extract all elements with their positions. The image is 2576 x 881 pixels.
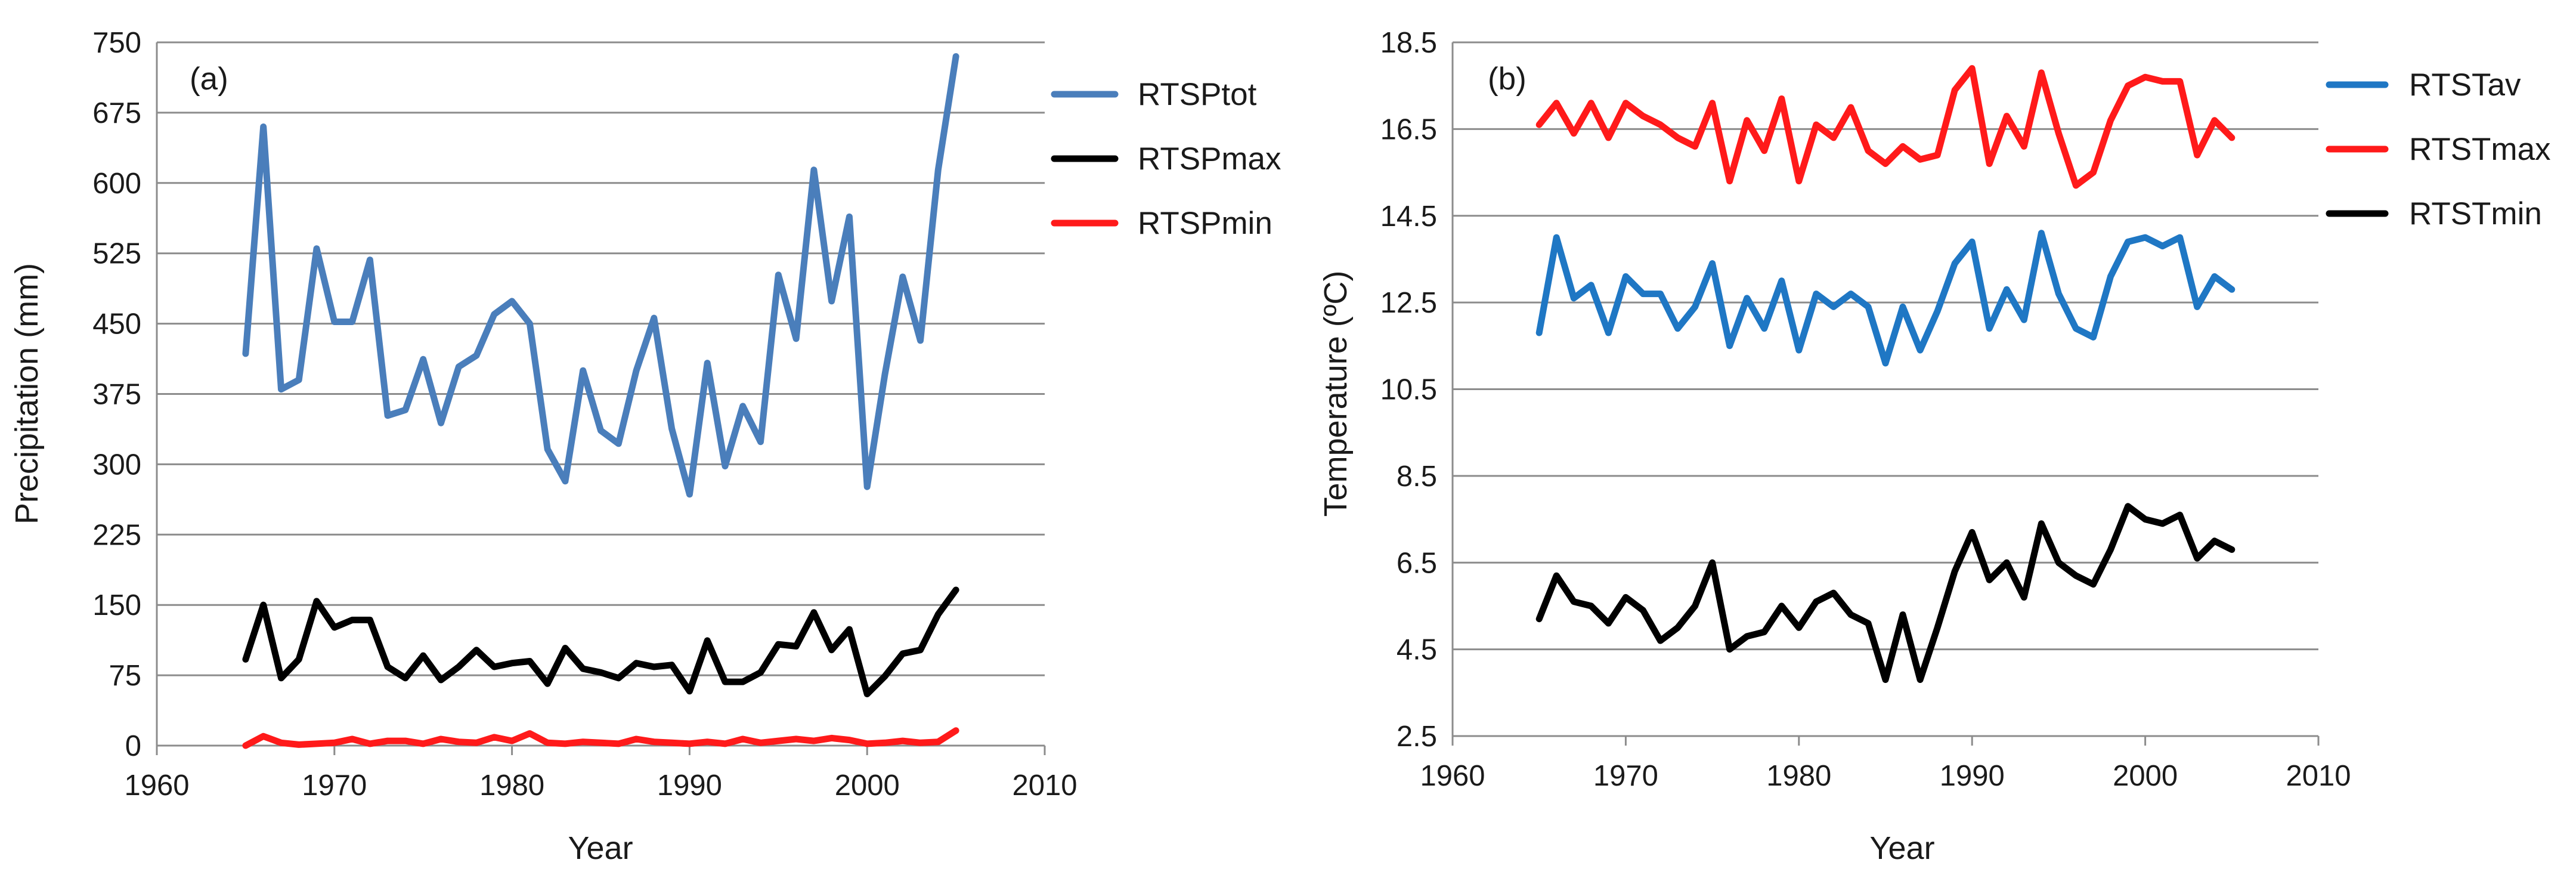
y-tick-label: 14.5 [1380, 200, 1437, 233]
y-tick-label: 675 [92, 97, 141, 129]
series-line-rtstmax [1535, 65, 2236, 189]
x-tick-label: 1980 [479, 769, 544, 802]
legend-label-rtstmin: RTSTmin [2409, 196, 2542, 231]
legend-label-rtsptot: RTSPtot [1138, 77, 1257, 112]
x-tick-label: 1990 [657, 769, 722, 802]
panel-a: 0 75 150 225 300 375 450 525 600 675 750 1960 1970 19… [9, 27, 1281, 866]
y-tick-label: 750 [92, 27, 141, 59]
series-line-rtsptot [242, 53, 959, 498]
x-tick-label: 1980 [1766, 760, 1831, 792]
series-line-rtstmin [1535, 503, 2236, 683]
y-tick-label: 6.5 [1397, 547, 1437, 579]
legend-label-rtstmax: RTSTmax [2409, 132, 2551, 167]
y-tick-label: 300 [92, 449, 141, 481]
x-tick-label: 1970 [302, 769, 367, 802]
y-tick-label: 0 [125, 730, 141, 762]
y-tick-label: 375 [92, 379, 141, 411]
panel-label: (a) [190, 61, 228, 97]
y-tick-label: 525 [92, 238, 141, 270]
y-tick-label: 75 [109, 660, 141, 692]
legend-label-rtstav: RTSTav [2409, 67, 2521, 103]
y-tick-label: 450 [92, 308, 141, 341]
y-tick-label: 8.5 [1397, 460, 1437, 493]
legend-label-rtspmax: RTSPmax [1138, 141, 1281, 177]
y-tick-label: 4.5 [1397, 634, 1437, 666]
panel-label: (b) [1488, 61, 1527, 97]
panel-b: 2.5 4.5 6.5 8.5 10.5 12.5 14.5 16.5 18.5 1960 1970… [1318, 27, 2551, 866]
series-line-rtstav [1535, 230, 2236, 367]
y-tick-label: 2.5 [1397, 721, 1437, 753]
x-axis-title: Year [568, 830, 633, 866]
series-line-rtspmax [242, 586, 959, 697]
y-tick-label: 225 [92, 519, 141, 551]
y-tick-label: 600 [92, 168, 141, 200]
x-tick-label: 1960 [124, 769, 189, 802]
series-line-rtspmin [242, 727, 959, 749]
x-tick-label: 2000 [2113, 760, 2178, 792]
x-tick-label: 1990 [1940, 760, 2005, 792]
x-tick-label: 1960 [1420, 760, 1485, 792]
y-tick-label: 18.5 [1380, 27, 1437, 59]
x-tick-label: 1970 [1593, 760, 1658, 792]
y-tick-label: 12.5 [1380, 287, 1437, 319]
y-tick-label: 16.5 [1380, 113, 1437, 146]
y-tick-label: 150 [92, 589, 141, 622]
y-tick-label: 10.5 [1380, 374, 1437, 406]
x-tick-label: 2010 [1012, 769, 1077, 802]
y-axis-title: Temperature (ºC) [1318, 271, 1354, 517]
x-tick-label: 2010 [2286, 760, 2351, 792]
legend-label-rtspmin: RTSPmin [1138, 206, 1272, 241]
y-axis-title: Precipitation (mm) [9, 263, 45, 524]
x-axis-title: Year [1869, 830, 1934, 866]
x-tick-label: 2000 [835, 769, 900, 802]
